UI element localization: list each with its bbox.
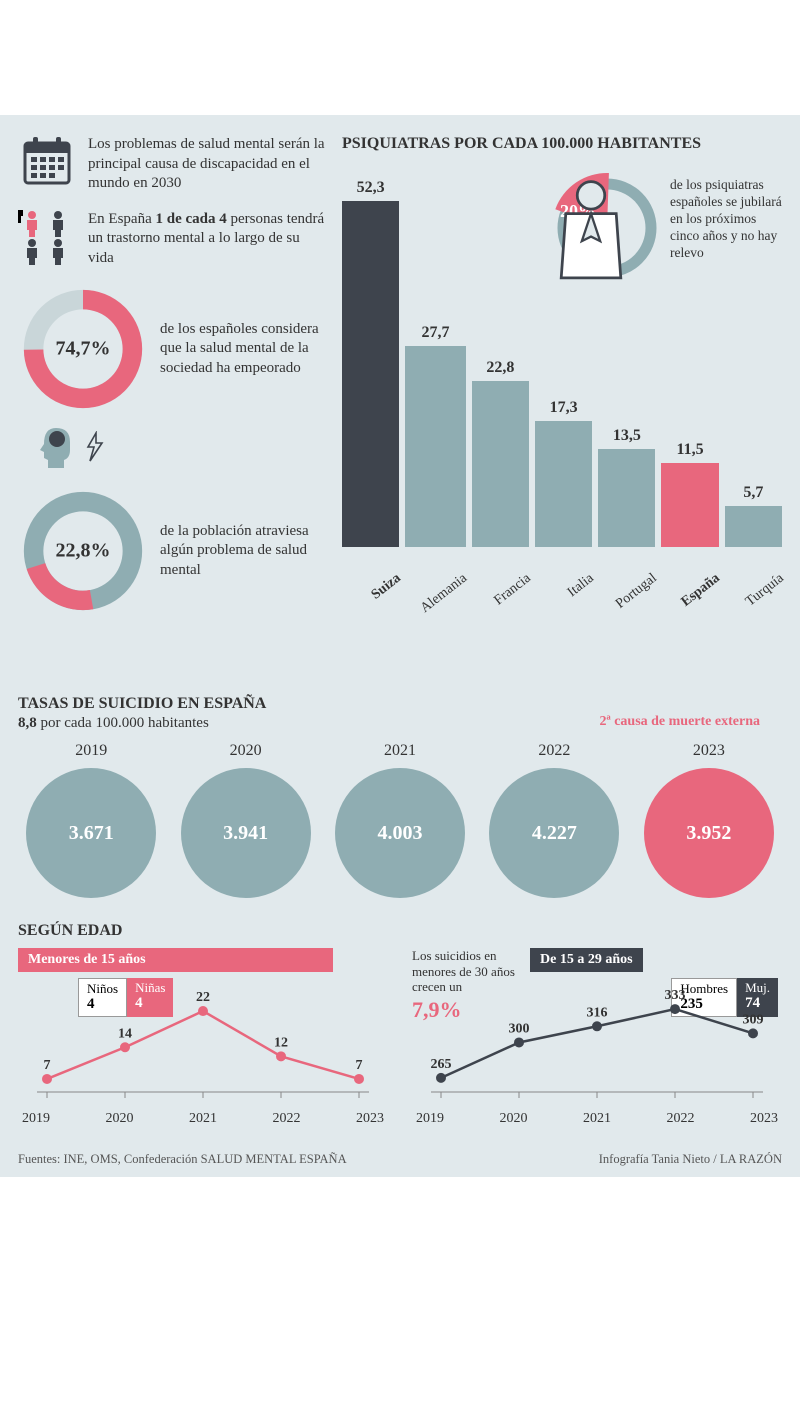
fact-calendar-text: Los problemas de salud mental serán la p… [88,135,328,194]
circle-2021: 2021 4.003 [327,742,473,898]
donut-22: 22,8% de la población atraviesa algún pr… [18,486,328,616]
bar-Italia: 17,3 Italia [535,179,592,583]
fact-calendar: Los problemas de salud mental serán la p… [18,135,328,194]
svg-text:7: 7 [356,1058,363,1073]
donut-74-pct: 74,7% [56,338,111,361]
circles-row: 2019 3.671 2020 3.941 2021 4.003 2022 4.… [18,742,782,898]
fact-people: En España 1 de cada 4 personas tendrá un… [18,210,328,269]
sources: Fuentes: INE, OMS, Confederación SALUD M… [18,1152,347,1167]
svg-text:14: 14 [118,1026,132,1041]
donut-74: 74,7% de los españoles considera que la … [18,284,328,414]
circle-2023: 2023 3.952 [636,742,782,898]
svg-text:265: 265 [431,1057,452,1072]
donut-22-text: de la población atraviesa algún problema… [160,522,328,581]
under15-label: Menores de 15 años [18,948,333,972]
bar-Turquía: 5,7 Turquía [725,179,782,583]
calendar-icon [18,135,76,187]
age1529-label: De 15 a 29 años [530,948,643,972]
suicide-title: TASAS DE SUICIDIO EN ESPAÑA [18,695,782,713]
donut-74-text: de los españoles considera que la salud … [160,320,328,379]
svg-text:7: 7 [44,1058,51,1073]
right-column: PSIQUIATRAS POR CADA 100.000 HABITANTES … [342,135,782,673]
head-brain-icon [34,424,328,470]
bar-España: 11,5 España [661,179,718,583]
bolt-icon [84,431,106,463]
svg-text:300: 300 [509,1021,530,1036]
bar-Portugal: 13,5 Portugal [598,179,655,583]
bar-Francia: 22,8 Francia [472,179,529,583]
svg-text:316: 316 [587,1005,608,1020]
bar-chart: 52,3 Suiza 27,7 Alemania 22,8 Francia 17… [342,163,782,673]
infographic: Los problemas de salud mental serán la p… [0,115,800,1177]
credit: Infografía Tania Nieto / LA RAZÓN [599,1152,782,1167]
svg-text:333: 333 [665,988,686,1003]
under15-panel: Menores de 15 años Niños4 Niñas4 7142212… [18,948,388,1136]
circle-2022: 2022 4.227 [481,742,627,898]
people-icon [18,210,76,268]
left-column: Los problemas de salud mental serán la p… [18,135,328,673]
donut-22-pct: 22,8% [56,540,111,563]
under15-chart: 7 14 22 12 7 [18,976,388,1106]
bar-chart-title: PSIQUIATRAS POR CADA 100.000 HABITANTES [342,135,782,153]
svg-text:22: 22 [196,990,210,1005]
age1529-panel: Los suicidios en menores de 30 años crec… [412,948,782,1136]
circle-2020: 2020 3.941 [172,742,318,898]
svg-text:12: 12 [274,1035,288,1050]
circle-2019: 2019 3.671 [18,742,164,898]
bar-Alemania: 27,7 Alemania [405,179,465,583]
bar-Suiza: 52,3 Suiza [342,179,399,583]
age1529-chart: 265 300 316 333 309 [412,976,782,1106]
age-title: SEGÚN EDAD [18,922,782,940]
footer: Fuentes: INE, OMS, Confederación SALUD M… [18,1146,782,1167]
svg-text:309: 309 [743,1012,764,1027]
fact-people-text: En España 1 de cada 4 personas tendrá un… [88,210,328,269]
